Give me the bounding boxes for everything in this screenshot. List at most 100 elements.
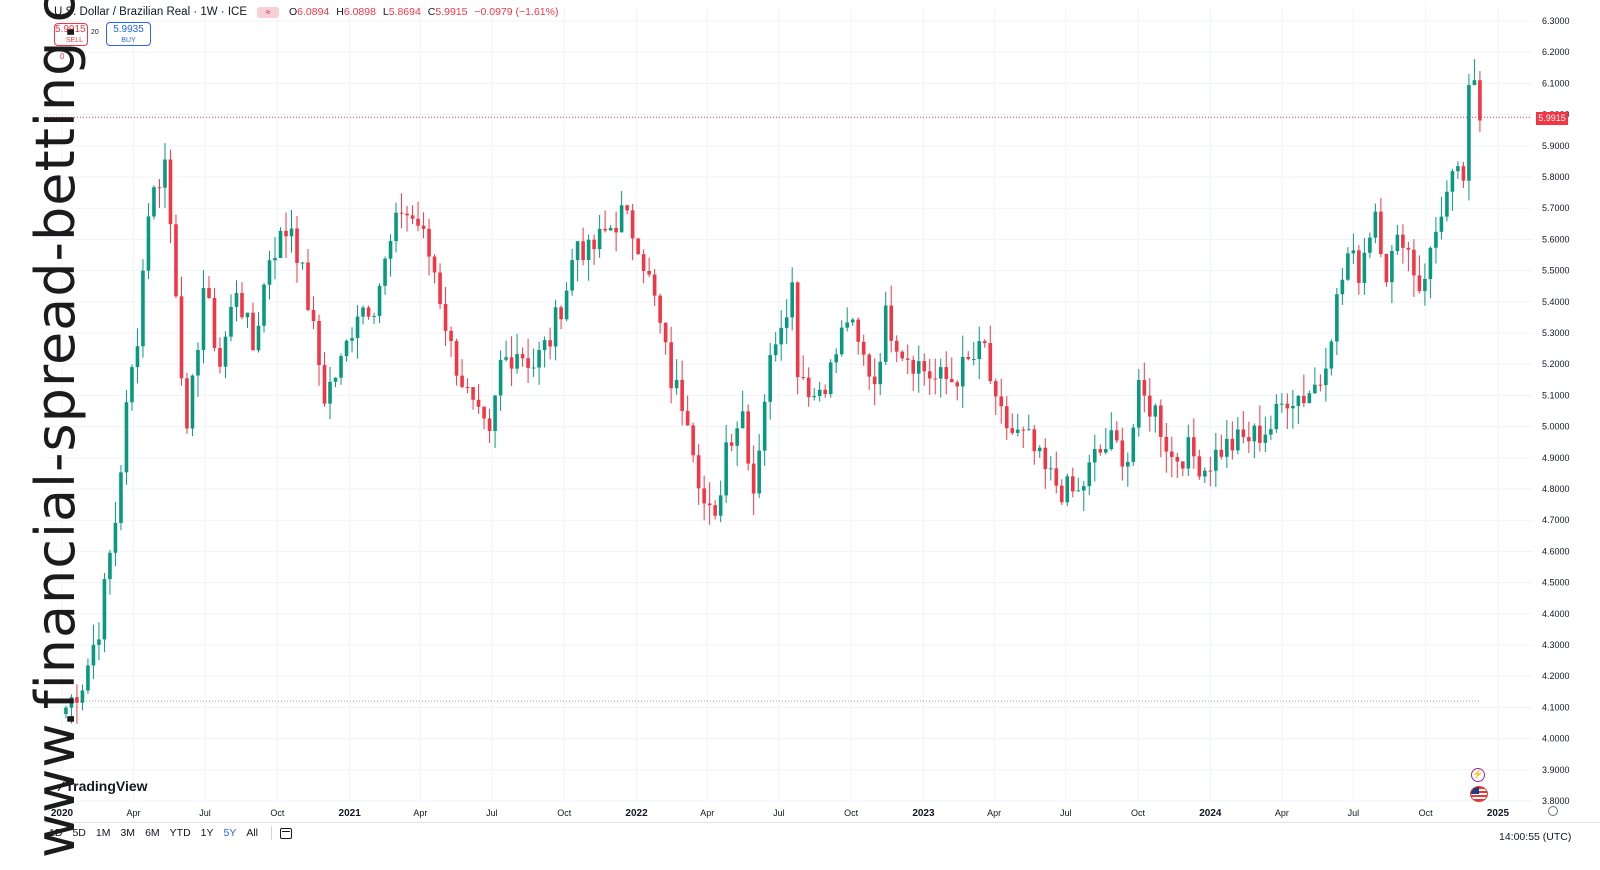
candle bbox=[273, 237, 277, 280]
candle-body bbox=[900, 351, 905, 359]
candle-body bbox=[1247, 437, 1251, 442]
candle-body bbox=[1401, 234, 1405, 248]
candle bbox=[652, 269, 657, 306]
candle-body bbox=[229, 306, 233, 337]
y-tick-label: 5.6000 bbox=[1542, 234, 1570, 244]
buy-label: BUY bbox=[121, 37, 136, 44]
candle bbox=[883, 291, 888, 365]
candle bbox=[1197, 449, 1202, 480]
candle bbox=[1208, 456, 1213, 487]
x-tick-label: Apr bbox=[127, 808, 141, 818]
candle-body bbox=[977, 341, 982, 360]
candle bbox=[1214, 432, 1218, 487]
candle bbox=[449, 326, 453, 357]
candle bbox=[410, 205, 415, 225]
candle-body bbox=[421, 225, 426, 229]
candle-body bbox=[1285, 403, 1290, 409]
range-5d[interactable]: 5D bbox=[72, 827, 86, 839]
candle bbox=[696, 444, 701, 505]
range-5y[interactable]: 5Y bbox=[223, 827, 237, 839]
candle-body bbox=[405, 213, 409, 216]
candle-body bbox=[1153, 405, 1158, 417]
candle-body bbox=[124, 402, 129, 473]
price-axis[interactable]: 3.8000 3.9000 4.0000 4.1000 4.2000 4.3000 4.40… bbox=[1542, 16, 1570, 806]
candle-body bbox=[119, 472, 123, 523]
sell-button[interactable]: 5.9915 SELL bbox=[54, 23, 88, 46]
candle bbox=[328, 366, 332, 420]
candle bbox=[262, 282, 266, 333]
candle bbox=[190, 374, 195, 437]
candle bbox=[1318, 374, 1323, 392]
buy-button[interactable]: 5.9935 BUY bbox=[106, 22, 151, 46]
range-ytd[interactable]: YTD bbox=[169, 827, 191, 839]
range-1m[interactable]: 1M bbox=[95, 827, 111, 839]
candle bbox=[1219, 434, 1224, 460]
candle-body bbox=[102, 579, 107, 640]
y-tick-label: 4.1000 bbox=[1542, 702, 1570, 712]
candle-body bbox=[1263, 434, 1268, 443]
candle bbox=[729, 433, 734, 452]
candle-body bbox=[768, 355, 772, 402]
candle bbox=[817, 381, 822, 402]
x-tick-label: Jul bbox=[1348, 808, 1360, 818]
candle bbox=[746, 404, 750, 471]
x-tick-label: Apr bbox=[987, 808, 1001, 818]
candle bbox=[1076, 477, 1081, 492]
candle-body bbox=[1203, 470, 1207, 477]
candle-body bbox=[1472, 80, 1477, 86]
candle-body bbox=[1252, 425, 1257, 442]
candle bbox=[438, 263, 442, 309]
utc-clock[interactable]: 14:00:55 (UTC) bbox=[1499, 831, 1572, 843]
candle bbox=[1164, 423, 1169, 473]
candle-body bbox=[575, 241, 580, 261]
candle bbox=[938, 358, 943, 398]
candle bbox=[1070, 467, 1075, 498]
candle bbox=[526, 338, 530, 383]
time-axis[interactable]: 2020 Apr Jul Oct 2021 Apr Jul Oct 2022 Apr Jul Oct 2… bbox=[51, 808, 1510, 819]
candle-body bbox=[724, 442, 728, 496]
candle-body bbox=[894, 340, 899, 352]
candle bbox=[493, 395, 497, 449]
ohlc-low-key: L bbox=[382, 6, 389, 18]
candle bbox=[773, 332, 778, 362]
candle bbox=[933, 358, 938, 395]
range-1y[interactable]: 1Y bbox=[200, 827, 214, 839]
visibility-toggle-icon[interactable]: ≈ bbox=[257, 6, 279, 18]
candle bbox=[1384, 253, 1389, 287]
candle bbox=[608, 224, 613, 231]
candle-body bbox=[630, 210, 635, 239]
candle-body bbox=[636, 238, 640, 255]
candle-body bbox=[982, 341, 987, 344]
candle bbox=[311, 296, 316, 330]
candle-body bbox=[295, 228, 299, 263]
us-flag-icon[interactable] bbox=[1470, 786, 1488, 802]
candle-body bbox=[1219, 449, 1224, 457]
candle bbox=[1032, 424, 1037, 465]
candle bbox=[520, 347, 525, 367]
candle-body bbox=[399, 212, 404, 214]
range-6m[interactable]: 6M bbox=[145, 827, 160, 839]
range-all[interactable]: All bbox=[246, 827, 259, 839]
range-1d[interactable]: 1D bbox=[49, 827, 63, 839]
candle bbox=[498, 350, 503, 411]
y-tick-label: 5.1000 bbox=[1542, 390, 1570, 400]
candle-body bbox=[245, 312, 250, 318]
candle bbox=[806, 367, 811, 407]
bolt-icon[interactable]: ⚡ bbox=[1471, 768, 1485, 782]
candle bbox=[1445, 180, 1449, 222]
y-tick-label: 5.2000 bbox=[1542, 359, 1570, 369]
ohlc-low-value: 5.8694 bbox=[388, 6, 421, 18]
x-tick-label: Oct bbox=[844, 808, 859, 818]
range-3m[interactable]: 3M bbox=[120, 827, 136, 839]
candle bbox=[784, 299, 789, 345]
candle bbox=[1142, 362, 1147, 413]
candle bbox=[867, 352, 872, 390]
candle-body bbox=[531, 367, 536, 369]
calendar-icon[interactable] bbox=[280, 827, 293, 839]
gear-icon[interactable] bbox=[1548, 806, 1558, 816]
tradingview-logo[interactable]: ⁄ TradingView bbox=[60, 778, 148, 794]
symbol-title[interactable]: U.S. Dollar / Brazilian Real · 1W · ICE bbox=[54, 6, 247, 18]
candle-body bbox=[1010, 428, 1015, 433]
candle bbox=[762, 394, 767, 466]
